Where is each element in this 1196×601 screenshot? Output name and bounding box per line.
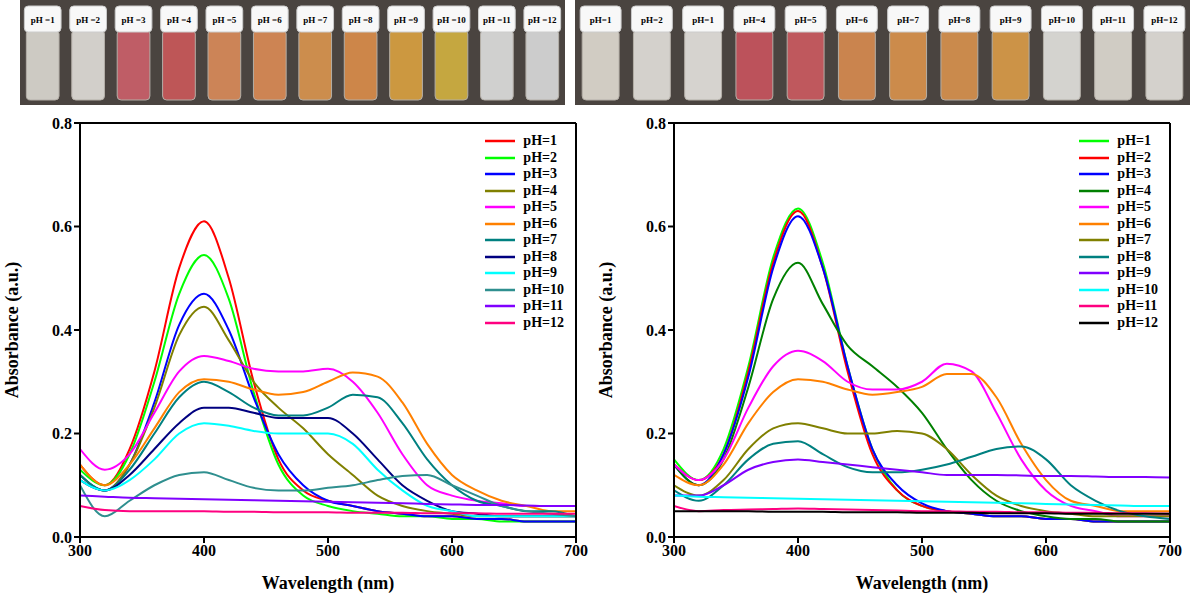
svg-text:pH =2: pH =2 — [76, 15, 100, 25]
html-text:pH=11: pH=11 — [523, 298, 564, 313]
svg-text:300: 300 — [662, 542, 686, 560]
svg-text:pH =5: pH =5 — [212, 15, 236, 25]
html-text:pH=8: pH=8 — [523, 248, 557, 264]
html-text:pH=2: pH=2 — [523, 149, 557, 165]
svg-text:pH =7: pH =7 — [303, 15, 327, 25]
html-text:pH=9: pH=9 — [523, 265, 557, 280]
html-text:pH=4: pH=4 — [1117, 182, 1151, 198]
svg-text:400: 400 — [192, 542, 216, 559]
html-text:pH=12: pH=12 — [523, 314, 564, 330]
svg-text:pH=4: pH=4 — [744, 15, 766, 25]
svg-text:pH =9: pH =9 — [394, 15, 418, 25]
svg-text:pH =6: pH =6 — [258, 15, 282, 25]
svg-text:pH=1: pH=1 — [590, 15, 612, 25]
svg-text:pH=8: pH=8 — [949, 15, 971, 25]
svg-text:Absorbance (a.u.): Absorbance (a.u.) — [2, 262, 23, 399]
svg-text:pH =12: pH =12 — [528, 15, 557, 25]
svg-text:pH =10: pH =10 — [437, 15, 466, 25]
svg-text:700: 700 — [564, 542, 588, 559]
svg-text:700: 700 — [1158, 542, 1182, 559]
svg-text:400: 400 — [786, 542, 810, 559]
html-text:pH=9: pH=9 — [1117, 265, 1151, 280]
html-text:pH=10: pH=10 — [1117, 281, 1158, 297]
html-text:pH=1: pH=1 — [1117, 133, 1151, 148]
html-text:pH=5: pH=5 — [523, 199, 557, 214]
svg-text:pH=1: pH=1 — [692, 15, 714, 25]
svg-text:pH =11: pH =11 — [483, 15, 511, 25]
html-text:pH=3: pH=3 — [1117, 166, 1151, 181]
svg-text:pH =4: pH =4 — [167, 15, 191, 25]
html-text:pH=11: pH=11 — [1117, 298, 1158, 313]
svg-text:0.0: 0.0 — [646, 529, 666, 546]
html-text:pH=1: pH=1 — [523, 133, 557, 148]
svg-text:Absorbance (a.u.): Absorbance (a.u.) — [596, 262, 617, 399]
html-text:pH=6: pH=6 — [1117, 215, 1151, 231]
html-text:pH=4: pH=4 — [523, 182, 557, 198]
svg-text:0.2: 0.2 — [646, 425, 666, 442]
svg-text:600: 600 — [1034, 542, 1058, 559]
html-text:pH=10: pH=10 — [523, 281, 564, 297]
svg-text:0.8: 0.8 — [52, 115, 72, 132]
svg-text:pH =1: pH =1 — [31, 15, 55, 25]
svg-text:500: 500 — [910, 542, 934, 559]
html-text:pH=2: pH=2 — [1117, 149, 1151, 165]
svg-text:pH=11: pH=11 — [1100, 15, 1126, 25]
svg-text:pH =3: pH =3 — [122, 15, 146, 25]
svg-text:pH=6: pH=6 — [846, 15, 868, 25]
svg-text:pH=9: pH=9 — [1000, 15, 1022, 25]
html-text:pH=7: pH=7 — [1117, 232, 1151, 247]
svg-text:Wavelength (nm): Wavelength (nm) — [856, 573, 989, 594]
svg-text:600: 600 — [440, 542, 464, 559]
html-text:pH=3: pH=3 — [523, 166, 557, 181]
svg-text:pH=12: pH=12 — [1151, 15, 1178, 25]
svg-text:pH=2: pH=2 — [641, 15, 663, 25]
svg-text:pH=5: pH=5 — [795, 15, 817, 25]
svg-text:300: 300 — [68, 542, 92, 560]
svg-text:pH=10: pH=10 — [1049, 15, 1076, 25]
svg-text:0.6: 0.6 — [52, 218, 72, 235]
html-text:pH=12: pH=12 — [1117, 314, 1158, 330]
svg-text:pH=7: pH=7 — [897, 15, 919, 25]
html-text:pH=6: pH=6 — [523, 215, 557, 231]
svg-text:Wavelength (nm): Wavelength (nm) — [262, 573, 395, 594]
html-text:pH=5: pH=5 — [1117, 199, 1151, 214]
svg-text:pH =8: pH =8 — [349, 15, 373, 25]
svg-text:0.8: 0.8 — [646, 115, 666, 132]
svg-text:0.6: 0.6 — [646, 218, 666, 235]
svg-text:0.2: 0.2 — [52, 425, 72, 442]
svg-text:0.0: 0.0 — [52, 529, 72, 546]
html-text:pH=8: pH=8 — [1117, 248, 1151, 264]
html-text:pH=7: pH=7 — [523, 232, 557, 247]
svg-text:0.4: 0.4 — [646, 322, 666, 339]
svg-text:500: 500 — [316, 542, 340, 559]
svg-text:0.4: 0.4 — [52, 322, 72, 339]
